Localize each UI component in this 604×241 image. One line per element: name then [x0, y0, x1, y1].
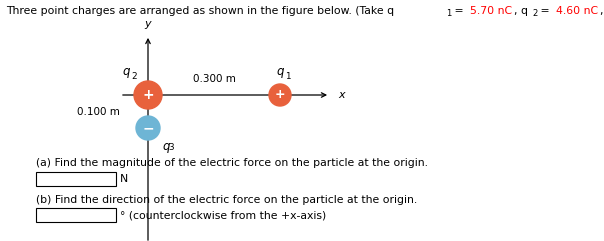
Text: (a) Find the magnitude of the electric force on the particle at the origin.: (a) Find the magnitude of the electric f…: [36, 158, 428, 168]
Text: Three point charges are arranged as shown in the figure below. (Take q: Three point charges are arranged as show…: [6, 6, 394, 16]
Text: +: +: [142, 88, 154, 102]
Text: q: q: [123, 65, 130, 78]
Text: N: N: [120, 174, 128, 184]
Text: 1: 1: [446, 9, 451, 18]
Text: +: +: [275, 88, 285, 101]
Text: q: q: [276, 65, 284, 78]
Circle shape: [134, 81, 162, 109]
Text: 0.100 m: 0.100 m: [77, 107, 120, 117]
Text: (b) Find the direction of the electric force on the particle at the origin.: (b) Find the direction of the electric f…: [36, 195, 417, 205]
Text: =: =: [451, 6, 467, 16]
Circle shape: [269, 84, 291, 106]
Text: 1: 1: [285, 72, 291, 81]
Text: 3: 3: [168, 143, 173, 152]
Circle shape: [136, 116, 160, 140]
Text: 2: 2: [532, 9, 538, 18]
Text: x: x: [338, 90, 345, 100]
Text: 5.70 nC: 5.70 nC: [469, 6, 512, 16]
Text: , and q: , and q: [600, 6, 604, 16]
Text: −: −: [142, 121, 154, 135]
Text: , q: , q: [513, 6, 527, 16]
Bar: [36, 208, 116, 222]
Text: 0.300 m: 0.300 m: [193, 74, 236, 84]
Text: 2: 2: [131, 72, 137, 81]
Text: =: =: [538, 6, 553, 16]
Bar: [36, 172, 116, 186]
Text: ° (counterclockwise from the +x-axis): ° (counterclockwise from the +x-axis): [120, 210, 326, 220]
Text: y: y: [145, 19, 152, 29]
Text: q: q: [162, 140, 170, 153]
Text: 4.60 nC: 4.60 nC: [556, 6, 599, 16]
